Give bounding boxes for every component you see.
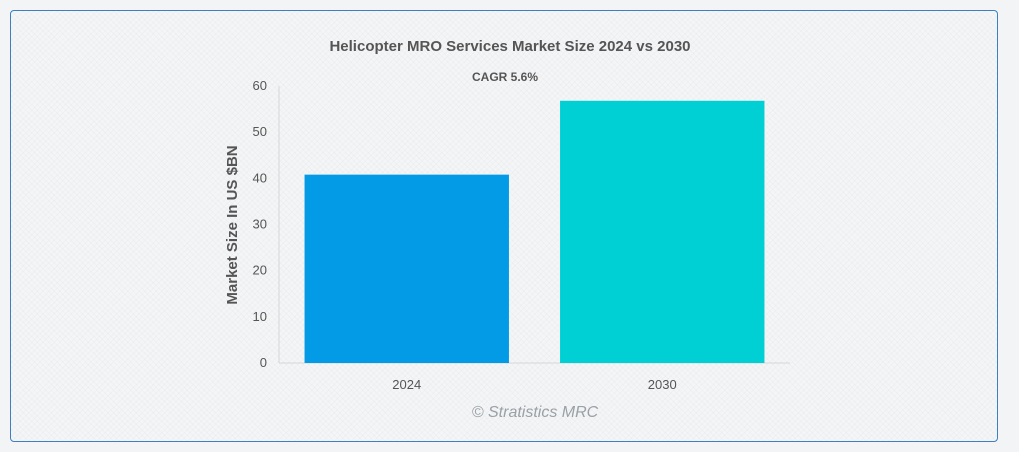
bar-2024 [304,174,509,363]
y-tick-label: 0 [260,355,267,370]
bar-2030 [560,100,765,364]
y-ticks: 0 10 20 30 40 50 60 [253,78,267,370]
y-tick-label: 10 [253,309,267,324]
x-tick-label: 2024 [392,377,421,392]
watermark: © Stratistics MRC [472,404,599,421]
y-tick-label: 50 [253,124,267,139]
chart-subtitle: CAGR 5.6% [472,70,538,84]
y-tick-label: 60 [253,78,267,93]
y-tick-label: 30 [253,217,267,232]
chart-title: Helicopter MRO Services Market Size 2024… [329,38,690,55]
x-ticks: 2024 2030 [392,377,676,392]
y-tick-label: 20 [253,263,267,278]
x-tick-label: 2030 [648,377,677,392]
y-tick-label: 40 [253,170,267,185]
y-axis-label: Market Size In US $BN [224,145,241,304]
bars [304,100,765,364]
